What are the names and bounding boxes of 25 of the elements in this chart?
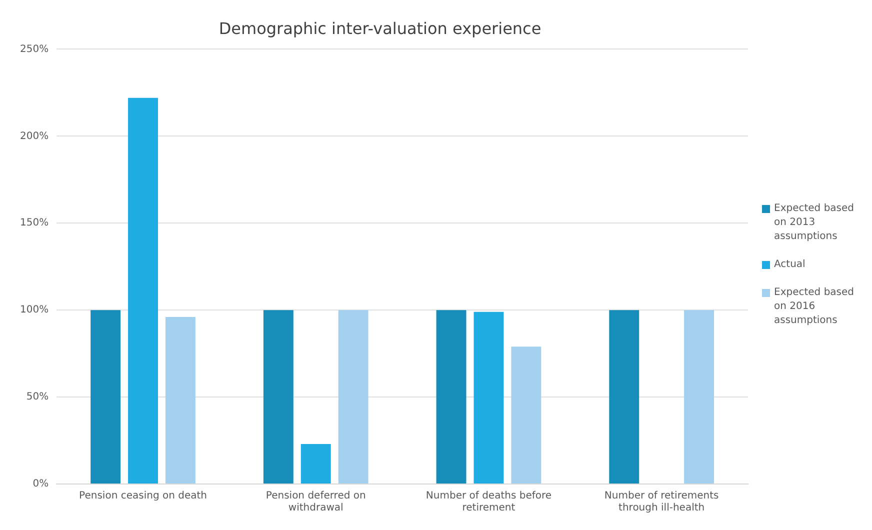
y-tick-label: 150% bbox=[20, 218, 49, 229]
bar bbox=[684, 310, 714, 484]
y-tick-label: 250% bbox=[20, 44, 49, 55]
legend-label: Expected based on 2016 assumptions bbox=[774, 286, 856, 328]
bar bbox=[474, 312, 504, 484]
bar bbox=[300, 444, 331, 484]
y-tick-label: 0% bbox=[32, 478, 49, 490]
y-tick-label: 200% bbox=[20, 130, 49, 142]
x-tick-label: Number of retirements through ill-health bbox=[604, 490, 719, 514]
x-tick-label: Pension deferred on withdrawal bbox=[266, 490, 366, 514]
bar bbox=[128, 98, 158, 484]
bar bbox=[165, 317, 196, 484]
x-tick-label: Number of deaths before retirement bbox=[426, 490, 552, 514]
legend-label: Expected based on 2013 assumptions bbox=[774, 202, 856, 244]
legend-label: Actual bbox=[774, 258, 806, 272]
bar bbox=[90, 310, 121, 484]
bar bbox=[436, 310, 466, 484]
bar bbox=[263, 310, 294, 484]
chart-title: Demographic inter-valuation experience bbox=[218, 18, 542, 38]
bar bbox=[609, 310, 640, 484]
bar bbox=[338, 310, 368, 484]
x-tick-label: Pension ceasing on death bbox=[79, 490, 207, 502]
bar bbox=[511, 346, 542, 484]
y-tick-label: 50% bbox=[26, 392, 49, 403]
y-tick-label: 100% bbox=[20, 304, 49, 316]
